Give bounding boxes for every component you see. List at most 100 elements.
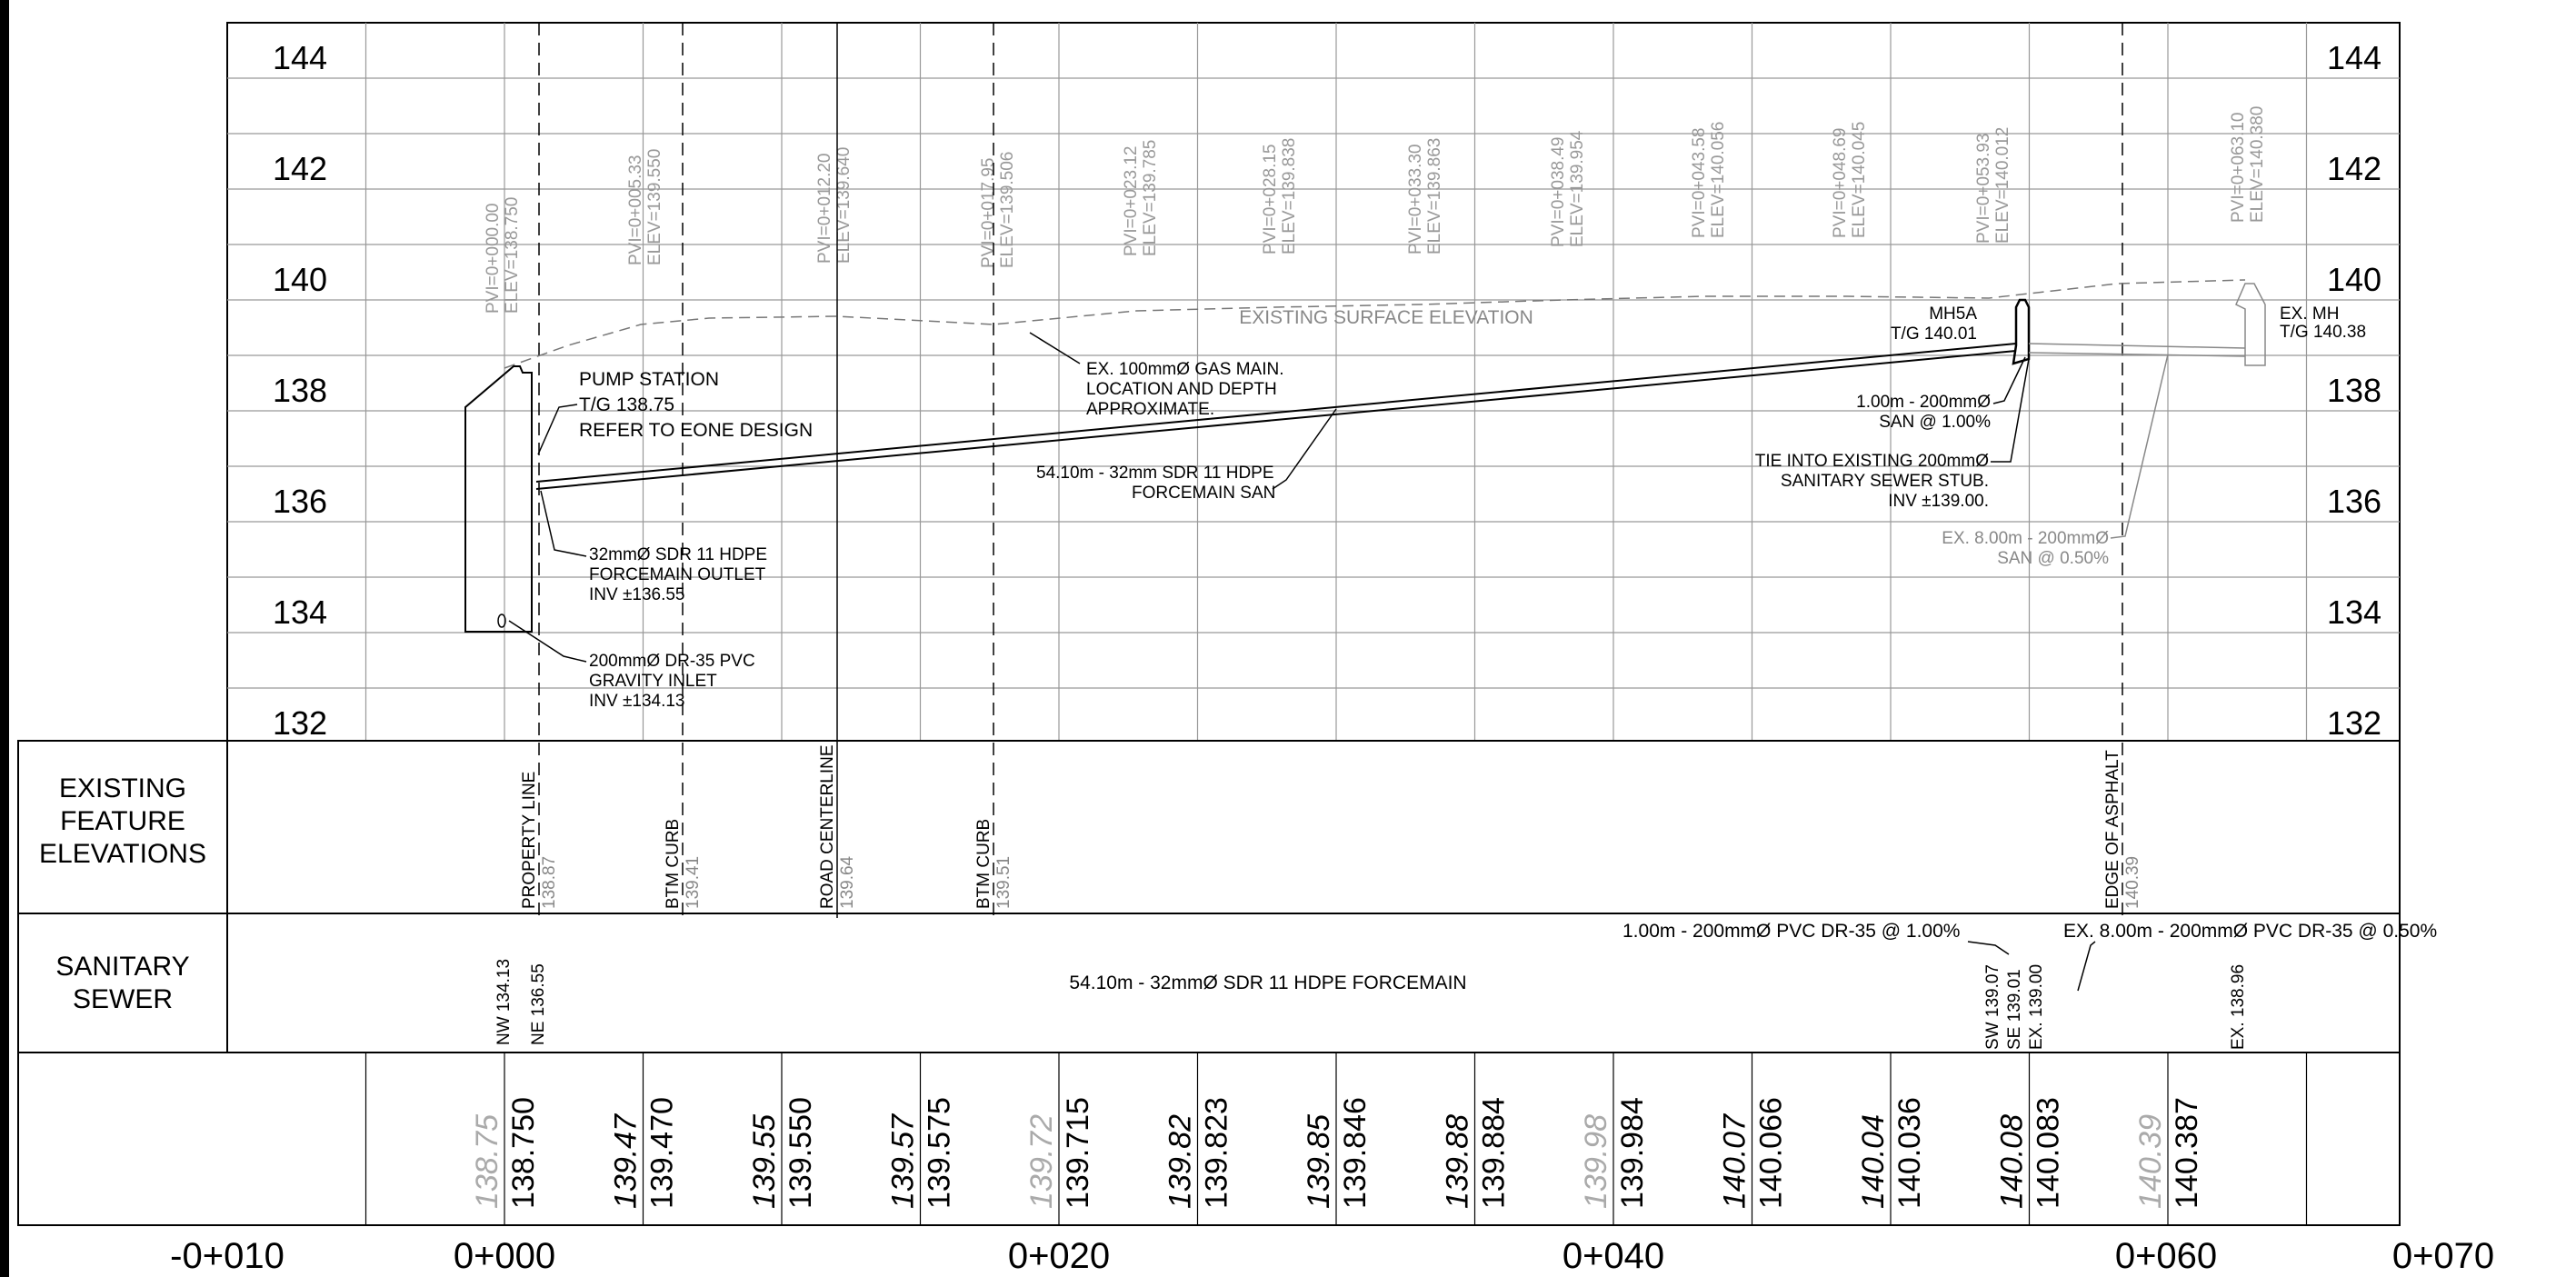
sw-invert: SW 139.07 bbox=[1983, 964, 2002, 1050]
feature-label: PROPERTY LINE 138.87 bbox=[520, 772, 559, 909]
ex-far-invert: EX. 138.96 bbox=[2229, 964, 2248, 1050]
proposed-elevation-value: 140.387 bbox=[2170, 1097, 2204, 1209]
elev-label-144: 144 bbox=[273, 39, 327, 76]
pvi-label: PVI=0+048.69 ELEV=140.045 bbox=[1831, 122, 1869, 238]
svg-text:TIE INTO EXISTING 200mmØ: TIE INTO EXISTING 200mmØ bbox=[1755, 452, 1989, 471]
sheet-border bbox=[0, 0, 9, 1277]
svg-text:EX. 100mmØ GAS MAIN.: EX. 100mmØ GAS MAIN. bbox=[1086, 360, 1284, 379]
existing-surface-label: EXISTING SURFACE ELEVATION bbox=[1239, 307, 1533, 328]
ex-san-label: EX. 8.00m - 200mmØ SAN @ 0.50% bbox=[1942, 529, 2109, 568]
elev-label-134: 134 bbox=[273, 594, 327, 631]
svg-text:PVI=0+023.12: PVI=0+023.12 bbox=[1122, 146, 1141, 257]
elev-label-140: 140 bbox=[273, 261, 327, 298]
svg-text:FEATURE: FEATURE bbox=[60, 806, 185, 836]
svg-text:SEWER: SEWER bbox=[73, 984, 173, 1014]
pvi-label: PVI=0+005.33 ELEV=139.550 bbox=[626, 149, 664, 265]
svg-text:PVI=0+053.93: PVI=0+053.93 bbox=[1974, 134, 1993, 244]
proposed-elevation-value: 140.083 bbox=[2032, 1097, 2066, 1209]
svg-text:ELEV=139.550: ELEV=139.550 bbox=[645, 149, 664, 265]
svg-text:EX. 8.00m - 200mmØ: EX. 8.00m - 200mmØ bbox=[1942, 529, 2109, 548]
svg-text:T/G 138.75: T/G 138.75 bbox=[579, 394, 674, 415]
svg-text:ELEV=139.506: ELEV=139.506 bbox=[998, 152, 1017, 268]
elevation-values-band bbox=[17, 1052, 2401, 1226]
ex-mh-label: EX. MH T/G 140.38 bbox=[2280, 304, 2366, 342]
svg-text:APPROXIMATE.: APPROXIMATE. bbox=[1086, 400, 1214, 419]
station-label: 0+040 bbox=[1563, 1236, 1664, 1276]
elev-label-134: 134 bbox=[2327, 594, 2381, 631]
svg-text:PVI=0+005.33: PVI=0+005.33 bbox=[626, 155, 645, 266]
svg-text:FORCEMAIN OUTLET: FORCEMAIN OUTLET bbox=[589, 565, 766, 584]
ex-invert: EX. 139.00 bbox=[2027, 964, 2046, 1050]
svg-text:SAN @ 0.50%: SAN @ 0.50% bbox=[1997, 549, 2109, 568]
station-label: 0+070 bbox=[2392, 1236, 2494, 1276]
svg-text:PVI=0+033.30: PVI=0+033.30 bbox=[1406, 145, 1425, 255]
svg-text:1.00m - 200mmØ: 1.00m - 200mmØ bbox=[1856, 393, 1991, 412]
svg-text:PVI=0+028.15: PVI=0+028.15 bbox=[1261, 145, 1280, 255]
svg-text:PVI=0+000.00: PVI=0+000.00 bbox=[484, 204, 503, 314]
svg-text:200mmØ DR-35 PVC: 200mmØ DR-35 PVC bbox=[589, 652, 755, 671]
existing-elevation-value: 139.57 bbox=[886, 1113, 921, 1209]
feature-label: ROAD CENTERLINE 139.64 bbox=[818, 744, 857, 909]
existing-elevation-value: 140.39 bbox=[2133, 1114, 2168, 1209]
pvi-labels: PVI=0+000.00 ELEV=138.750 PVI=0+005.33 E… bbox=[484, 106, 2267, 314]
gravity-inlet-pipe bbox=[497, 614, 506, 628]
svg-text:INV ±134.13: INV ±134.13 bbox=[589, 692, 685, 711]
ne-invert: NE 136.55 bbox=[529, 963, 548, 1045]
existing-sewer-pipe bbox=[2028, 343, 2246, 357]
svg-text:MH5A: MH5A bbox=[1929, 304, 1977, 324]
proposed-elevation-value: 139.470 bbox=[645, 1097, 680, 1209]
svg-text:PVI=0+012.20: PVI=0+012.20 bbox=[815, 154, 834, 264]
elev-label-142: 142 bbox=[2327, 150, 2381, 187]
feature-lines bbox=[538, 23, 2123, 918]
svg-text:139.41: 139.41 bbox=[684, 856, 703, 909]
elev-label-142: 142 bbox=[273, 150, 327, 187]
svg-text:PVI=0+043.58: PVI=0+043.58 bbox=[1690, 128, 1709, 239]
svg-text:ELEV=139.954: ELEV=139.954 bbox=[1568, 130, 1587, 247]
elevation-values: 138.75 138.750 139.47 139.470 139.55 139.550 1… bbox=[470, 1097, 2204, 1209]
leader-line bbox=[1272, 408, 1337, 490]
svg-text:T/G 140.01: T/G 140.01 bbox=[1891, 324, 1977, 344]
svg-text:ELEV=139.863: ELEV=139.863 bbox=[1425, 138, 1444, 254]
proposed-elevation-value: 139.846 bbox=[1338, 1097, 1373, 1209]
pvi-label: PVI=0+038.49 ELEV=139.954 bbox=[1549, 130, 1587, 247]
svg-text:PROPERTY LINE: PROPERTY LINE bbox=[520, 772, 539, 909]
svg-text:EDGE OF ASPHALT: EDGE OF ASPHALT bbox=[2103, 750, 2122, 909]
san-100-label: 1.00m - 200mmØ SAN @ 1.00% bbox=[1856, 393, 1991, 432]
proposed-elevation-value: 140.036 bbox=[1892, 1097, 1927, 1209]
pump-station bbox=[464, 365, 533, 633]
station-axis: -0+010 0+000 0+020 0+040 0+060 0+070 bbox=[170, 1236, 2494, 1276]
leader-line bbox=[1991, 358, 2030, 463]
elev-label-138: 138 bbox=[2327, 372, 2381, 409]
gas-main-label: EX. 100mmØ GAS MAIN. LOCATION AND DEPTH … bbox=[1086, 360, 1284, 419]
station-label: 0+000 bbox=[454, 1236, 555, 1276]
svg-text:PVI=0+038.49: PVI=0+038.49 bbox=[1549, 137, 1568, 248]
existing-elevation-value: 140.07 bbox=[1718, 1113, 1752, 1209]
pvi-label: PVI=0+053.93 ELEV=140.012 bbox=[1974, 127, 2012, 244]
profile-grid bbox=[227, 23, 2400, 741]
tie-in-label: TIE INTO EXISTING 200mmØ SANITARY SEWER … bbox=[1755, 452, 1989, 511]
existing-elevation-value: 140.08 bbox=[1995, 1114, 2030, 1209]
svg-text:EX. MH: EX. MH bbox=[2280, 304, 2339, 324]
svg-text:ELEV=140.012: ELEV=140.012 bbox=[1993, 127, 2012, 244]
pvi-label: PVI=0+012.20 ELEV=139.640 bbox=[815, 147, 854, 264]
forcemain-label: 54.10m - 32mm SDR 11 HDPE FORCEMAIN SAN bbox=[1036, 464, 1275, 503]
pvi-label: PVI=0+017.95 ELEV=139.506 bbox=[979, 152, 1017, 268]
svg-text:T/G 140.38: T/G 140.38 bbox=[2280, 323, 2366, 342]
proposed-elevation-value: 140.066 bbox=[1754, 1097, 1789, 1209]
svg-text:139.64: 139.64 bbox=[838, 855, 857, 909]
elev-label-144: 144 bbox=[2327, 39, 2381, 76]
forcemain-pipe bbox=[535, 343, 2017, 490]
leader-line bbox=[540, 490, 587, 557]
svg-text:INV ±139.00.: INV ±139.00. bbox=[1888, 492, 1989, 511]
elev-label-132: 132 bbox=[2327, 704, 2381, 742]
station-label: 0+020 bbox=[1008, 1236, 1110, 1276]
svg-text:ELEV=138.750: ELEV=138.750 bbox=[503, 197, 522, 314]
forcemain-sewer-label: 54.10m - 32mmØ SDR 11 HDPE FORCEMAIN bbox=[1069, 973, 1466, 993]
svg-text:ELEV=140.056: ELEV=140.056 bbox=[1709, 122, 1728, 238]
svg-text:PUMP STATION: PUMP STATION bbox=[579, 369, 719, 390]
pump-station-label: PUMP STATION T/G 138.75 REFER TO EONE DE… bbox=[579, 369, 813, 441]
existing-elevation-value: 139.72 bbox=[1024, 1114, 1059, 1209]
pvi-label: PVI=0+033.30 ELEV=139.863 bbox=[1406, 138, 1444, 254]
leader-line bbox=[1992, 356, 2026, 404]
